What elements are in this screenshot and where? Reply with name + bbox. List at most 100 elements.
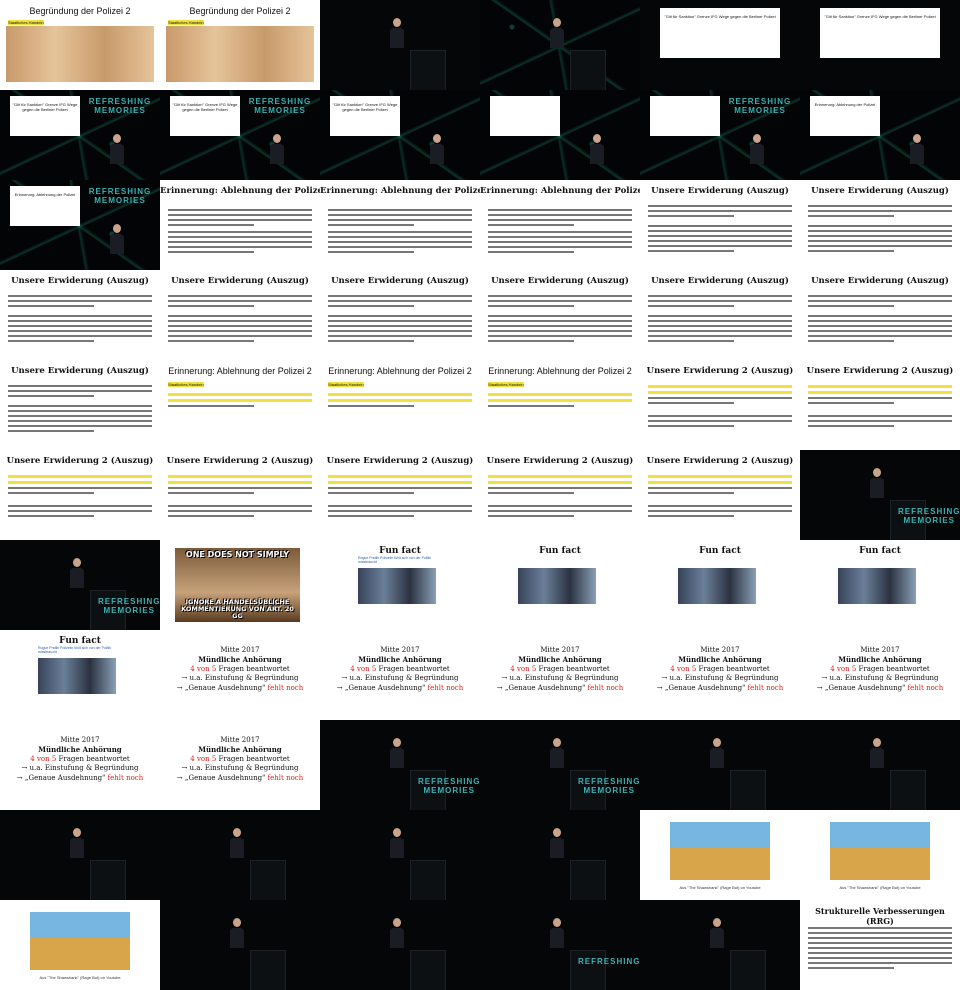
thumbnail-4[interactable] <box>480 0 640 90</box>
missing-text: → „Genaue Ausdehnung" <box>176 683 266 692</box>
thumbnail-5[interactable]: "Gilt für Sanktion" Grenze IFG Wege gege… <box>640 0 800 90</box>
thumbnail-37[interactable]: REFRESHING MEMORIES <box>0 540 160 630</box>
thumbnail-40[interactable]: Fun fact <box>480 540 640 630</box>
text-lines <box>168 390 312 410</box>
thumbnail-51[interactable]: REFRESHING MEMORIES <box>320 720 480 810</box>
thumbnail-48[interactable]: Mitte 2017 Mündliche Anhörung 4 von 5 Frag… <box>800 630 960 720</box>
thumbnail-52[interactable]: REFRESHING MEMORIES <box>480 720 640 810</box>
text-line <box>488 510 632 512</box>
text-line <box>488 236 632 238</box>
podium <box>570 770 606 810</box>
text-line <box>808 952 952 954</box>
answered-count: 4 von 5 <box>190 754 217 763</box>
text-line <box>808 295 952 297</box>
thumbnail-10[interactable] <box>480 90 640 180</box>
thumbnail-19[interactable]: Unsere Erwiderung (Auszug) <box>0 270 160 360</box>
thumbnail-56[interactable] <box>160 810 320 900</box>
thumbnail-45[interactable]: Mitte 2017 Mündliche Anhörung 4 von 5 Frag… <box>320 630 480 720</box>
thumbnail-22[interactable]: Unsere Erwiderung (Auszug) <box>480 270 640 360</box>
thumbnail-25[interactable]: Unsere Erwiderung (Auszug) <box>0 360 160 450</box>
thumbnail-9[interactable]: "Gilt für Sanktion" Grenze IFG Wege gege… <box>320 90 480 180</box>
thumbnail-47[interactable]: Mitte 2017 Mündliche Anhörung 4 von 5 Frag… <box>640 630 800 720</box>
text-line <box>168 305 255 307</box>
date-line: Mitte 2017 <box>540 646 580 654</box>
thumbnail-63[interactable] <box>320 900 480 990</box>
thumbnail-7[interactable]: "Gilt für Sanktion" Grenze IFG Wege gege… <box>0 90 160 180</box>
thumbnail-27[interactable]: Erinnerung: Ablehnung der Polizei 2 Staat… <box>320 360 480 450</box>
text-line <box>808 425 895 427</box>
thumbnail-35[interactable]: Unsere Erwiderung 2 (Auszug) <box>640 450 800 540</box>
thumbnail-29[interactable]: Unsere Erwiderung 2 (Auszug) <box>640 360 800 450</box>
thumbnail-54[interactable] <box>800 720 960 810</box>
thumbnail-31[interactable]: Unsere Erwiderung 2 (Auszug) <box>0 450 160 540</box>
thumbnail-14[interactable]: Erinnerung: Ablehnung der Polizei <box>160 180 320 270</box>
text-line <box>648 397 792 399</box>
thumbnail-6[interactable]: "Gilt für Sanktion" Grenze IFG Wege gege… <box>800 0 960 90</box>
thumbnail-38[interactable]: ONE DOES NOT SIMPLY IGNORE A HANDELSÜBLIC… <box>160 540 320 630</box>
meme-top-text: ONE DOES NOT SIMPLY <box>185 550 290 559</box>
text-line <box>648 420 792 422</box>
thumbnail-58[interactable] <box>480 810 640 900</box>
thumbnail-32[interactable]: Unsere Erwiderung 2 (Auszug) <box>160 450 320 540</box>
speaker-body <box>550 838 564 858</box>
thumbnail-46[interactable]: Mitte 2017 Mündliche Anhörung 4 von 5 Frag… <box>480 630 640 720</box>
thumbnail-62[interactable] <box>160 900 320 990</box>
text-line <box>8 425 152 427</box>
thumbnail-20[interactable]: Unsere Erwiderung (Auszug) <box>160 270 320 360</box>
thumbnail-60[interactable]: Aus "The Shawshank" (Rage Bot) on Youtub… <box>800 810 960 900</box>
detail-line: → u.a. Einstufung & Begründung <box>181 764 299 773</box>
thumbnail-21[interactable]: Unsere Erwiderung (Auszug) <box>320 270 480 360</box>
thumbnail-13[interactable]: Erinnerung: Ablehnung der Polizei REFRESH… <box>0 180 160 270</box>
slide-caption: "Gilt für Sanktion" Grenze IFG Wege gege… <box>664 14 776 19</box>
speaker-figure <box>590 134 604 164</box>
thumbnail-17[interactable]: Unsere Erwiderung (Auszug) <box>640 180 800 270</box>
thumbnail-28[interactable]: Erinnerung: Ablehnung der Polizei 2 Staat… <box>480 360 640 450</box>
thumbnail-15[interactable]: Erinnerung: Ablehnung der Polizei <box>320 180 480 270</box>
text-line <box>8 395 95 397</box>
thumbnail-34[interactable]: Unsere Erwiderung 2 (Auszug) <box>480 450 640 540</box>
thumbnail-3[interactable] <box>320 0 480 90</box>
thumbnail-66[interactable]: Strukturelle Verbesserungen (RRG) <box>800 900 960 990</box>
speaker-figure <box>750 134 764 164</box>
thumbnail-61[interactable]: Aus "The Shawshank" (Rage Bot) on Youtub… <box>0 900 160 990</box>
slide-subtitle: Rogue Pratlin Polizeiin fühlt sich von d… <box>38 646 111 654</box>
thumbnail-64[interactable]: REFRESHING <box>480 900 640 990</box>
thumbnail-23[interactable]: Unsere Erwiderung (Auszug) <box>640 270 800 360</box>
thumbnail-53[interactable] <box>640 720 800 810</box>
thumbnail-49[interactable]: Mitte 2017 Mündliche Anhörung 4 von 5 Frag… <box>0 720 160 810</box>
thumbnail-1[interactable]: Begründung der Polizei 2 Staatliches Hand… <box>0 0 160 90</box>
text-line <box>648 385 792 388</box>
thumbnail-30[interactable]: Unsere Erwiderung 2 (Auszug) <box>800 360 960 450</box>
thumbnail-24[interactable]: Unsere Erwiderung (Auszug) <box>800 270 960 360</box>
thumbnail-39[interactable]: Fun fact Rogue Pratlin Polizeiin fühlt si… <box>320 540 480 630</box>
thumbnail-43[interactable]: Fun fact Rogue Pratlin Polizeiin fühlt si… <box>0 630 160 720</box>
thumbnail-55[interactable] <box>0 810 160 900</box>
thumbnail-42[interactable]: Fun fact <box>800 540 960 630</box>
thumbnail-57[interactable] <box>320 810 480 900</box>
thumbnail-26[interactable]: Erinnerung: Ablehnung der Polizei 2 Staat… <box>160 360 320 450</box>
thumbnail-33[interactable]: Unsere Erwiderung 2 (Auszug) <box>320 450 480 540</box>
thumbnail-36[interactable]: REFRESHING MEMORIES <box>800 450 960 540</box>
slide-title: Unsere Erwiderung 2 (Auszug) <box>166 456 314 466</box>
slide-title: Unsere Erwiderung 2 (Auszug) <box>326 456 474 466</box>
thumbnail-18[interactable]: Unsere Erwiderung (Auszug) <box>800 180 960 270</box>
text-line <box>808 210 952 212</box>
thumbnail-12[interactable]: Erinnerung: Ablehnung der Polizei <box>800 90 960 180</box>
slide-title: Unsere Erwiderung (Auszug) <box>811 276 949 286</box>
thumbnail-59[interactable]: Aus "The Shawshank" (Rage Bot) on Youtub… <box>640 810 800 900</box>
thumbnail-8[interactable]: "Gilt für Sanktion" Grenze IFG Wege gege… <box>160 90 320 180</box>
thumbnail-41[interactable]: Fun fact <box>640 540 800 630</box>
text-line <box>648 475 792 478</box>
event-logo-text: REFRESHING MEMORIES <box>728 97 792 115</box>
thumbnail-2[interactable]: Begründung der Polizei 2 Staatliches Hand… <box>160 0 320 90</box>
thumbnail-65[interactable] <box>640 900 800 990</box>
highlight-text: Staatliches Handeln <box>168 382 204 387</box>
thumbnail-50[interactable]: Mitte 2017 Mündliche Anhörung 4 von 5 Frag… <box>160 720 320 810</box>
slide-subtitle: Rogue Pratlin Polizeiin fühlt sich von d… <box>358 556 431 564</box>
thumbnail-16[interactable]: Erinnerung: Ablehnung der Polizei <box>480 180 640 270</box>
thumbnail-44[interactable]: Mitte 2017 Mündliche Anhörung 4 von 5 Frag… <box>160 630 320 720</box>
missing-status: fehlt noch <box>427 683 464 692</box>
text-lines <box>8 382 152 400</box>
thumbnail-11[interactable]: REFRESHING MEMORIES <box>640 90 800 180</box>
